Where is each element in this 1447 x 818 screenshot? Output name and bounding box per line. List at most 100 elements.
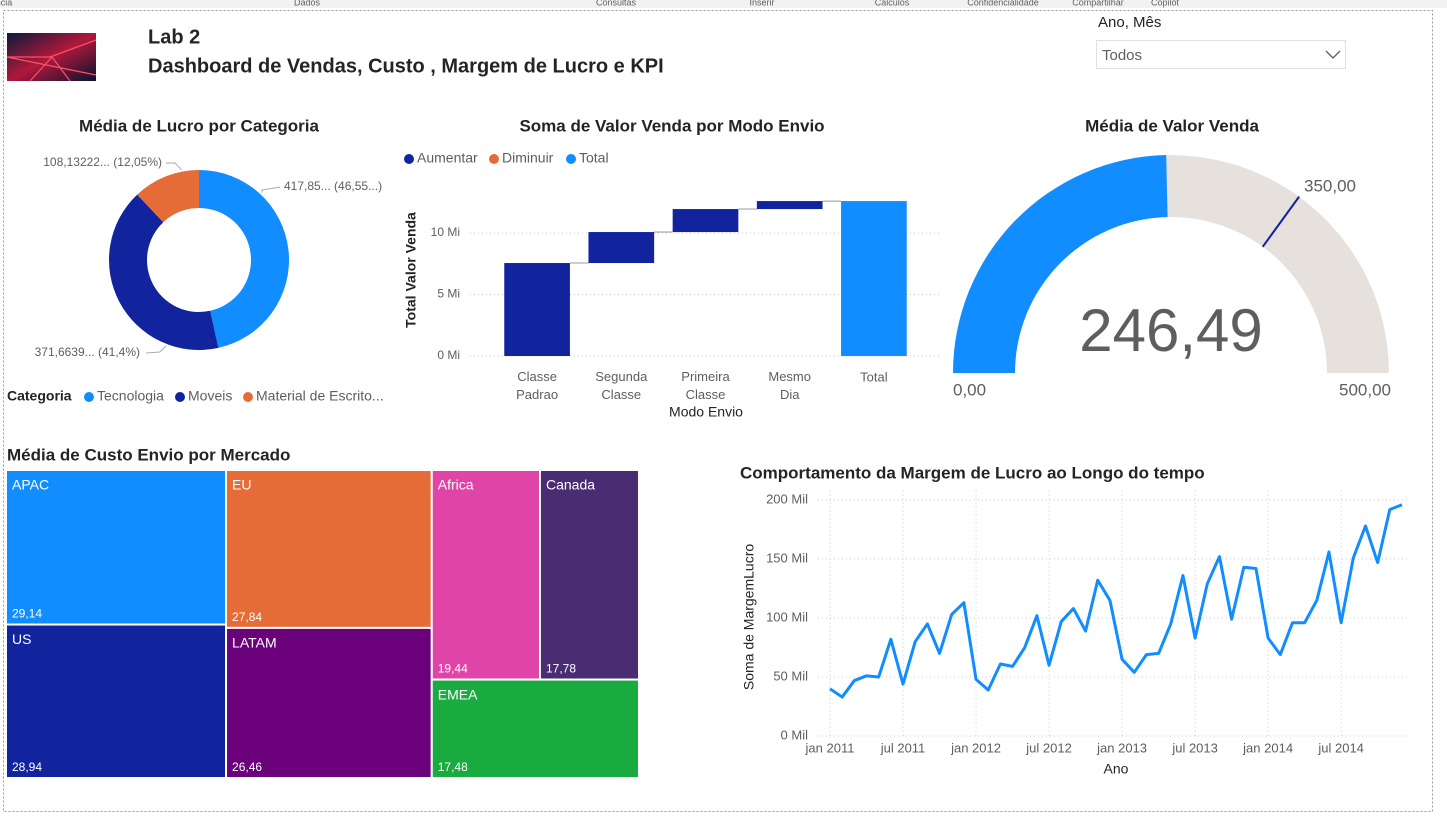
leader-line: [166, 162, 182, 171]
ribbon-tab: Confidencialidade: [967, 0, 1039, 7]
legend-swatch: [566, 154, 576, 164]
waterfall-bar: [672, 209, 739, 233]
tile-label: Canada: [546, 477, 595, 493]
ribbon-tab: Inserir: [749, 0, 774, 7]
x-tick-label: Classe Padrao: [516, 369, 558, 402]
legend-label: Total: [579, 150, 609, 166]
ribbon-tab: Dados: [294, 0, 321, 7]
x-tick-label: Primeira Classe: [681, 369, 730, 402]
tile-label: APAC: [12, 477, 49, 493]
report-title: Lab 2: [148, 26, 200, 48]
donut-slice: [199, 169, 290, 348]
treemap-tile: [5, 623, 228, 779]
y-tick-label: 0 Mi: [437, 348, 460, 362]
x-axis-title: Modo Envio: [669, 404, 743, 420]
legend-label: Material de Escrito...: [256, 388, 384, 404]
legend-label: Aumentar: [417, 150, 478, 166]
treemap-tile: [225, 469, 433, 629]
waterfall-bar: [588, 232, 655, 264]
y-axis-title: Total Valor Venda: [403, 212, 419, 328]
data-label: 371,6639... (41,4%): [35, 345, 140, 359]
treemap-tile: [430, 469, 542, 681]
y-tick-label: 200 Mil: [766, 491, 808, 506]
legend-label: Moveis: [188, 388, 232, 404]
x-tick-label: jan 2012: [950, 740, 1001, 755]
slicer-label: Ano, Mês: [1098, 14, 1161, 31]
tile-value: 19,44: [438, 662, 468, 676]
slicer-value[interactable]: Todos: [1102, 47, 1142, 64]
x-tick-label: jan 2011: [805, 740, 855, 755]
tile-label: EU: [232, 477, 251, 493]
treemap-tile: [5, 469, 228, 626]
report-subtitle: Dashboard de Vendas, Custo , Margem de L…: [148, 55, 664, 77]
gauge-min-label: 0,00: [953, 380, 986, 399]
legend-label: Diminuir: [502, 150, 554, 166]
tile-value: 28,94: [12, 760, 42, 774]
leader-line: [145, 345, 167, 354]
chart-title: Média de Valor Venda: [1085, 116, 1259, 135]
tile-label: EMEA: [438, 686, 478, 702]
waterfall-bar: [504, 263, 570, 356]
x-tick-label: jan 2013: [1096, 740, 1147, 755]
x-tick-label: Mesmo Dia: [768, 369, 811, 402]
treemap-tile: [539, 469, 640, 681]
y-tick-label: 5 Mi: [437, 287, 460, 301]
waterfall-bar: [756, 201, 823, 210]
y-tick-label: 0 Mil: [781, 727, 809, 742]
tile-value: 17,78: [546, 662, 576, 676]
legend-swatch: [404, 154, 414, 164]
legend-label: Tecnologia: [97, 388, 164, 404]
donut-slice: [137, 170, 199, 223]
x-tick-label: jul 2012: [1025, 740, 1072, 755]
logo-lines: [6, 39, 97, 82]
ribbon-tab: Consultas: [596, 0, 637, 7]
target-label: 350,00: [1304, 176, 1356, 195]
page-frame: [3, 10, 1433, 812]
legend-swatch: [243, 392, 253, 402]
y-tick-label: 150 Mil: [766, 550, 808, 565]
x-tick-label: Segunda Classe: [595, 369, 648, 402]
tile-value: 29,14: [12, 607, 42, 621]
legend-swatch: [84, 392, 94, 402]
chart-title: Média de Custo Envio por Mercado: [7, 445, 290, 464]
tile-value: 17,48: [438, 760, 468, 774]
ribbon-bar: [0, 0, 1447, 8]
x-tick-label: jul 2013: [1171, 740, 1218, 755]
data-label: 108,13222... (12,05%): [43, 155, 162, 169]
chart-title: Soma de Valor Venda por Modo Envio: [519, 116, 824, 135]
gauge-value: [953, 155, 1168, 373]
chart-title: Média de Lucro por Categoria: [79, 116, 319, 135]
chart-title: Comportamento da Margem de Lucro ao Long…: [740, 463, 1205, 482]
waterfall-bar: [841, 201, 907, 356]
x-tick-label: jul 2014: [1317, 740, 1364, 755]
x-tick-label: jan 2014: [1242, 740, 1293, 755]
y-axis-title: Soma de MargemLucro: [741, 544, 757, 691]
gauge-value-label: 246,49: [1079, 297, 1263, 364]
donut-slice: [108, 194, 219, 351]
x-axis-title: Ano: [1104, 761, 1129, 777]
data-label: 417,85... (46,55...): [284, 179, 382, 193]
legend-swatch: [175, 392, 185, 402]
line-series: [829, 503, 1403, 699]
y-tick-label: 10 Mi: [431, 225, 460, 239]
gauge-max-label: 500,00: [1339, 380, 1391, 399]
tile-value: 27,84: [232, 610, 262, 624]
legend-swatch: [489, 154, 499, 164]
tile-value: 26,46: [232, 760, 262, 774]
ribbon-tab: Copilot: [1151, 0, 1180, 7]
treemap-tile: [225, 626, 433, 779]
ribbon-tab: Compartilhar: [1072, 0, 1124, 7]
ribbon-tab: ncia: [0, 0, 12, 7]
tile-label: Africa: [438, 477, 474, 493]
legend-title: Categoria: [7, 388, 72, 404]
y-tick-label: 100 Mil: [766, 609, 808, 624]
treemap-tile: [430, 678, 640, 779]
y-tick-label: 50 Mil: [773, 668, 808, 683]
gauge-target: [1261, 196, 1300, 248]
x-tick-label: Total: [860, 369, 888, 384]
slicer-dropdown[interactable]: [1096, 40, 1346, 69]
ribbon-tab: Cálculos: [875, 0, 910, 7]
dropdown-chevron[interactable]: [1325, 50, 1341, 59]
